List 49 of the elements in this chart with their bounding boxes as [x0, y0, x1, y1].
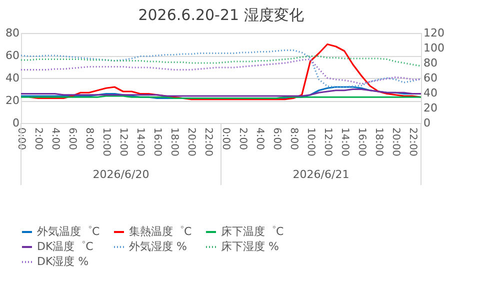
- y-tick-label: 20: [6, 94, 20, 107]
- x-tick-label: 18:00: [372, 128, 384, 156]
- x-tick-label: 6:00: [66, 128, 78, 150]
- y2-tick-label: 40: [424, 86, 438, 100]
- x-tick-label: 10:00: [304, 128, 316, 156]
- y-tick-label: 80: [6, 26, 20, 40]
- legend-label: 外気温度゜C: [37, 225, 100, 238]
- line-series: [21, 88, 421, 97]
- legend-label: 外気湿度 %: [129, 240, 187, 253]
- x-tick-label: 4:00: [50, 128, 61, 150]
- x-tick-label: 8:00: [288, 128, 299, 150]
- y-tick-label: 60: [6, 49, 20, 62]
- text: 2026/6/21: [292, 168, 350, 181]
- legend-label: DK湿度 %: [37, 255, 89, 268]
- y2-tick-label: 20: [424, 102, 438, 114]
- y-tick-label: 0: [12, 116, 20, 130]
- x-tick-label: 22:00: [406, 128, 418, 156]
- legend-label: 集熱温度゜C: [129, 225, 192, 238]
- y2-tick-label: 100: [424, 42, 444, 54]
- x-tick-label: 18:00: [168, 128, 180, 156]
- x-tick-label: 10:00: [100, 128, 112, 156]
- x-tick-label: 2:00: [32, 128, 44, 150]
- x-tick-label: 2:00: [236, 128, 248, 150]
- y2-tick-label: 60: [424, 72, 438, 84]
- x-tick-label: 0:00: [220, 128, 231, 150]
- x-tick-label: 16:00: [152, 128, 163, 156]
- legend-label: DK温度゜C: [37, 240, 94, 253]
- y2-tick-label: 0: [424, 116, 430, 130]
- y2-tick-label: 80: [424, 56, 438, 70]
- x-tick-label: 8:00: [84, 128, 95, 150]
- line-series: [21, 58, 421, 85]
- x-tick-label: 20:00: [390, 128, 401, 156]
- x-tick-label: 22:00: [202, 128, 214, 156]
- x-tick-label: 20:00: [186, 128, 197, 156]
- x-tick-label: 14:00: [134, 128, 146, 156]
- x-tick-label: 16:00: [356, 128, 367, 156]
- x-tick-label: 4:00: [254, 128, 265, 150]
- x-tick-label: 14:00: [338, 128, 350, 156]
- x-tick-label: 12:00: [322, 128, 333, 156]
- legend-label: 床下湿度 %: [221, 240, 279, 253]
- x-tick-label: 6:00: [270, 128, 282, 150]
- chart-title: 2026.6.20-21 湿度変化: [138, 6, 304, 24]
- legend-label: 床下温度゜C: [221, 225, 284, 238]
- text: 2026/6/20: [92, 168, 150, 181]
- y2-tick-label: 120: [424, 26, 444, 40]
- y-tick-label: 40: [6, 72, 20, 84]
- line-series: [21, 49, 421, 88]
- x-tick-label: 12:00: [118, 128, 129, 156]
- line-series: [21, 55, 421, 67]
